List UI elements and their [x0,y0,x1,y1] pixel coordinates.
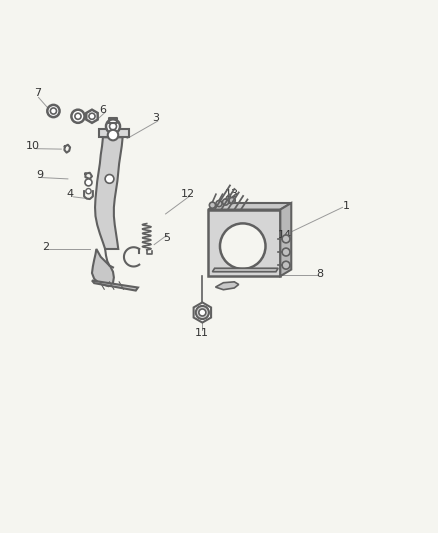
Text: 4: 4 [67,189,74,199]
Polygon shape [280,203,291,276]
Polygon shape [99,128,129,138]
Circle shape [220,223,265,269]
Polygon shape [194,302,211,322]
Circle shape [229,197,235,204]
Circle shape [196,306,209,319]
Circle shape [89,113,95,119]
Polygon shape [86,110,98,123]
Polygon shape [212,268,278,272]
Text: 3: 3 [152,114,159,124]
Bar [208,209,280,276]
Circle shape [199,309,206,316]
Circle shape [282,235,290,243]
Circle shape [71,110,85,123]
Circle shape [50,108,57,114]
Text: 13: 13 [225,189,239,199]
Circle shape [110,123,117,130]
Circle shape [223,199,229,205]
Text: 12: 12 [181,189,195,199]
Text: 9: 9 [36,169,43,180]
Circle shape [106,119,120,133]
Text: 14: 14 [278,230,292,240]
Text: 11: 11 [194,328,208,338]
Circle shape [47,105,60,117]
Polygon shape [95,138,123,249]
Text: 2: 2 [42,242,49,252]
Text: 5: 5 [163,233,170,243]
Circle shape [108,130,118,140]
Text: 8: 8 [316,269,323,279]
Polygon shape [215,282,239,290]
Text: 7: 7 [34,88,41,99]
Circle shape [105,174,114,183]
Polygon shape [92,249,114,286]
Circle shape [209,202,215,208]
Circle shape [282,248,290,256]
Circle shape [282,261,290,269]
Circle shape [85,179,92,186]
Circle shape [216,200,222,207]
Polygon shape [92,280,138,290]
Text: 10: 10 [26,141,40,151]
Polygon shape [208,203,291,209]
Text: 1: 1 [343,201,350,211]
Text: 6: 6 [99,104,106,115]
Circle shape [86,189,91,194]
Circle shape [75,113,81,119]
